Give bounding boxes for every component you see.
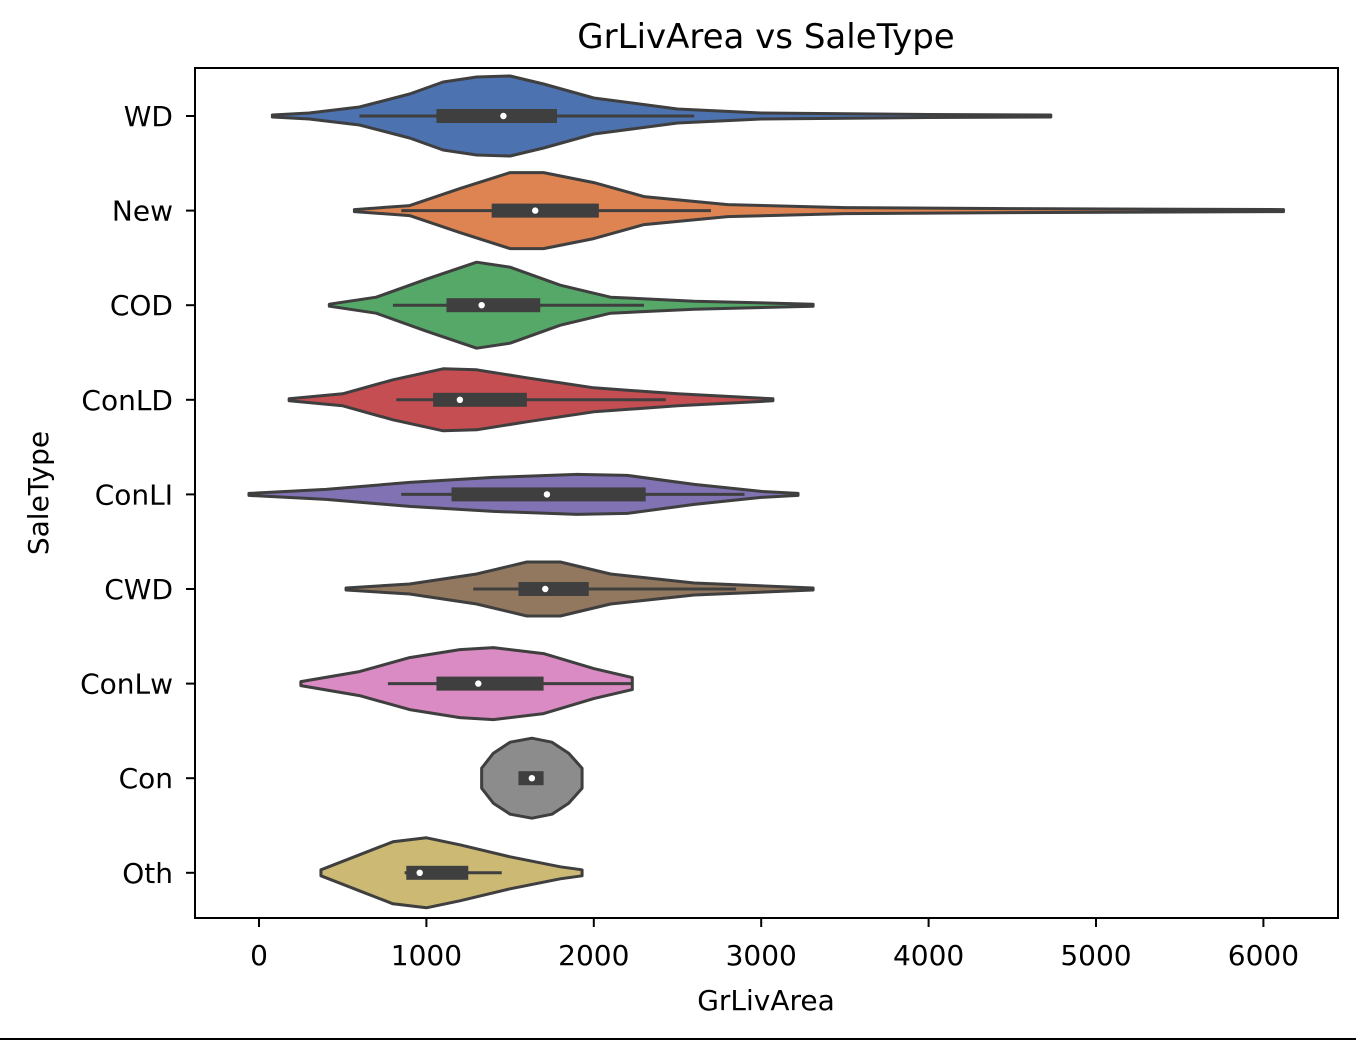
violin-layer [247, 74, 1285, 910]
violin-iqr-box-conlw [436, 676, 544, 691]
x-tick-label-2000: 2000 [558, 939, 629, 972]
y-axis: WD New COD ConLD ConLI CWD ConLw Con Oth [80, 100, 195, 890]
violin-median-new [532, 207, 539, 214]
y-tick-label-cod: COD [110, 289, 173, 322]
y-tick-label-conlw: ConLw [80, 668, 173, 701]
y-axis-label: SaleType [22, 431, 55, 555]
violin-median-conli [543, 491, 551, 498]
y-tick-label-new: New [112, 195, 173, 228]
violin-iqr-box-cod [446, 298, 541, 313]
violin-median-conlw [475, 680, 482, 687]
violin-conlw [299, 646, 634, 722]
y-tick-label-conld: ConLD [81, 384, 173, 417]
violin-iqr-box-cwd [518, 582, 589, 596]
violin-median-wd [500, 112, 507, 120]
x-tick-label-3000: 3000 [726, 939, 797, 972]
violin-cwd [344, 560, 815, 618]
x-axis: 0 1000 2000 3000 4000 5000 6000 [250, 918, 1299, 972]
x-axis-label: GrLivArea [697, 984, 835, 1017]
violin-wd [270, 74, 1053, 158]
violin-iqr-box-new [491, 203, 599, 218]
violin-median-con [528, 775, 536, 782]
violin-conli [247, 472, 800, 516]
x-tick-label-4000: 4000 [893, 939, 964, 972]
x-tick-label-0: 0 [250, 939, 268, 972]
violin-iqr-box-oth [406, 865, 469, 880]
y-tick-label-conli: ConLI [95, 478, 173, 511]
violin-con [480, 736, 584, 820]
violin-cod [327, 260, 815, 350]
x-tick-label-1000: 1000 [391, 939, 462, 972]
chart-title: GrLivArea vs SaleType [577, 17, 954, 57]
violin-iqr-box-conld [433, 392, 527, 407]
y-tick-label-con: Con [119, 762, 173, 795]
x-tick-label-5000: 5000 [1060, 939, 1131, 972]
y-tick-label-wd: WD [124, 100, 173, 133]
violin-new [352, 171, 1285, 251]
y-tick-label-cwd: CWD [104, 573, 173, 606]
bottom-rule [0, 1038, 1356, 1040]
violin-oth [319, 836, 584, 910]
violin-body-new [352, 171, 1285, 251]
plot-frame [194, 67, 1339, 919]
violin-median-conld [456, 396, 464, 403]
x-tick-label-6000: 6000 [1228, 939, 1299, 972]
violin-median-cod [478, 302, 485, 309]
violin-conld [287, 367, 775, 433]
violin-median-cwd [542, 585, 549, 593]
y-tick-label-oth: Oth [122, 857, 173, 890]
violin-iqr-box-wd [436, 109, 557, 123]
violin-median-oth [416, 869, 423, 876]
